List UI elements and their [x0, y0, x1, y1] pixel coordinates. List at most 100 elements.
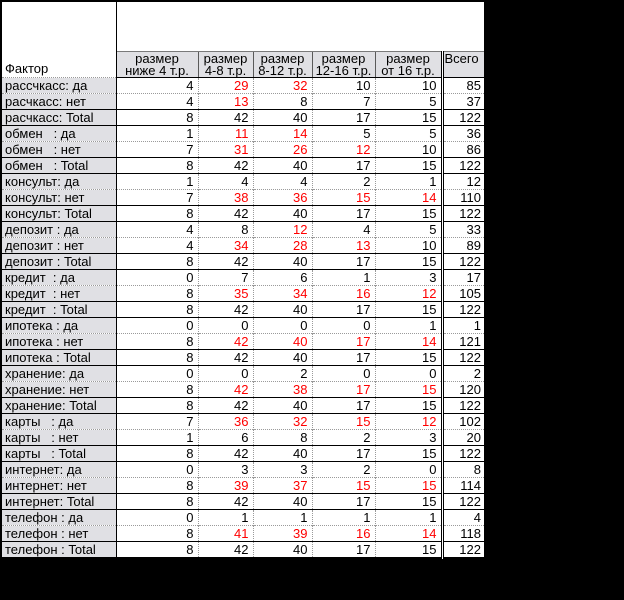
row-label: кредит : нет — [1, 284, 117, 301]
value-cell: 13 — [197, 92, 253, 109]
table-row: телефон : Total 8 42 40 17 15 122 — [1, 540, 485, 558]
value-cell: 6 — [197, 428, 253, 445]
value-cell: 14 — [374, 524, 442, 541]
value-cell: 3 — [374, 428, 442, 445]
row-total-cell: 122 — [440, 348, 485, 366]
value-cell: 8 — [115, 492, 198, 510]
value-cell: 0 — [252, 316, 312, 333]
row-label: обмен : нет — [1, 140, 117, 157]
value-cell: 11 — [197, 124, 253, 141]
value-cell: 40 — [252, 300, 312, 318]
table-row: консульт: нет 7 38 36 15 14 110 — [1, 188, 485, 205]
row-label: телефон : Total — [1, 540, 117, 558]
value-cell: 42 — [197, 156, 253, 174]
value-cell: 1 — [374, 316, 442, 333]
value-cell: 17 — [311, 396, 375, 414]
table-row: кредит : нет 8 35 34 16 12 105 — [1, 284, 485, 301]
row-label: карты : Total — [1, 444, 117, 462]
value-cell: 12 — [311, 140, 375, 157]
value-cell: 15 — [374, 492, 442, 510]
table-row: интернет: Total 8 42 40 17 15 122 — [1, 492, 485, 510]
table-row: кредит : да 0 7 6 1 3 17 — [1, 268, 485, 285]
value-cell: 8 — [115, 204, 198, 222]
value-cell: 0 — [197, 364, 253, 381]
row-label: обмен : Total — [1, 156, 117, 174]
value-cell: 15 — [374, 476, 442, 493]
table-row: обмен : да 1 11 14 5 5 36 — [1, 124, 485, 141]
value-cell: 38 — [197, 188, 253, 205]
column-header-line2: от 16 т.р. — [381, 62, 435, 77]
row-total-cell: 37 — [440, 92, 485, 109]
row-label: депозит : да — [1, 220, 117, 237]
column-header-line2: 12-16 т.р. — [315, 62, 372, 77]
column-header-line2: 4-8 т.р. — [204, 62, 247, 77]
row-label: телефон : да — [1, 508, 117, 525]
table-row: консульт: Total 8 42 40 17 15 122 — [1, 204, 485, 222]
value-cell: 10 — [374, 236, 442, 253]
value-cell: 32 — [252, 76, 312, 93]
row-total-cell: 120 — [440, 380, 485, 397]
value-cell: 2 — [311, 172, 375, 189]
value-cell: 5 — [311, 124, 375, 141]
column-header-size-16-plus: размер от 16 т.р. — [374, 51, 442, 78]
value-cell: 8 — [115, 284, 198, 301]
table-row: расчкасс: Total 8 42 40 17 15 122 — [1, 108, 485, 126]
value-cell: 42 — [197, 492, 253, 510]
value-cell: 0 — [311, 364, 375, 381]
row-label: интернет: да — [1, 460, 117, 477]
value-cell: 1 — [115, 172, 198, 189]
column-header-size-4-8: размер 4-8 т.р. — [197, 51, 253, 78]
value-cell: 15 — [374, 252, 442, 270]
column-header-line1: размер — [260, 51, 305, 66]
value-cell: 42 — [197, 204, 253, 222]
value-cell: 40 — [252, 252, 312, 270]
value-cell: 35 — [197, 284, 253, 301]
value-cell: 8 — [115, 524, 198, 541]
value-cell: 4 — [115, 236, 198, 253]
table-header-row: размер ниже 4 т.р. размер 4-8 т.р. разме… — [1, 51, 485, 78]
value-cell: 17 — [311, 444, 375, 462]
value-cell: 15 — [374, 108, 442, 126]
table-row: интернет: да 0 3 3 2 0 8 — [1, 460, 485, 477]
row-total-cell: 12 — [440, 172, 485, 189]
value-cell: 1 — [374, 172, 442, 189]
row-total-cell: 122 — [440, 492, 485, 510]
value-cell: 40 — [252, 332, 312, 349]
value-cell: 17 — [311, 540, 375, 558]
value-cell: 17 — [311, 156, 375, 174]
column-header-line2: 8-12 т.р. — [258, 62, 307, 77]
table-row: ипотека : нет 8 42 40 17 14 121 — [1, 332, 485, 349]
table-row: обмен : Total 8 42 40 17 15 122 — [1, 156, 485, 174]
row-label: интернет: Total — [1, 492, 117, 510]
row-label: обмен : да — [1, 124, 117, 141]
row-label: консульт: нет — [1, 188, 117, 205]
value-cell: 17 — [311, 332, 375, 349]
value-cell: 8 — [115, 108, 198, 126]
value-cell: 17 — [311, 108, 375, 126]
table-row: кредит : Total 8 42 40 17 15 122 — [1, 300, 485, 318]
value-cell: 13 — [311, 236, 375, 253]
value-cell: 26 — [252, 140, 312, 157]
row-label: рассчкасс: да — [1, 76, 117, 93]
row-total-cell: 89 — [440, 236, 485, 253]
value-cell: 37 — [252, 476, 312, 493]
row-total-cell: 118 — [440, 524, 485, 541]
value-cell: 3 — [374, 268, 442, 285]
value-cell: 8 — [115, 380, 198, 397]
table-row: хранение: Total 8 42 40 17 15 122 — [1, 396, 485, 414]
value-cell: 5 — [374, 220, 442, 237]
value-cell: 1 — [311, 268, 375, 285]
value-cell: 29 — [197, 76, 253, 93]
value-cell: 39 — [252, 524, 312, 541]
row-label: интернет: нет — [1, 476, 117, 493]
table-row: интернет: нет 8 39 37 15 15 114 — [1, 476, 485, 493]
value-cell: 15 — [374, 444, 442, 462]
row-label: ипотека : нет — [1, 332, 117, 349]
row-total-cell: 86 — [440, 140, 485, 157]
value-cell: 12 — [374, 412, 442, 429]
value-cell: 8 — [115, 540, 198, 558]
value-cell: 17 — [311, 380, 375, 397]
value-cell: 42 — [197, 108, 253, 126]
merged-blank-header — [116, 1, 485, 52]
row-total-cell: 2 — [440, 364, 485, 381]
